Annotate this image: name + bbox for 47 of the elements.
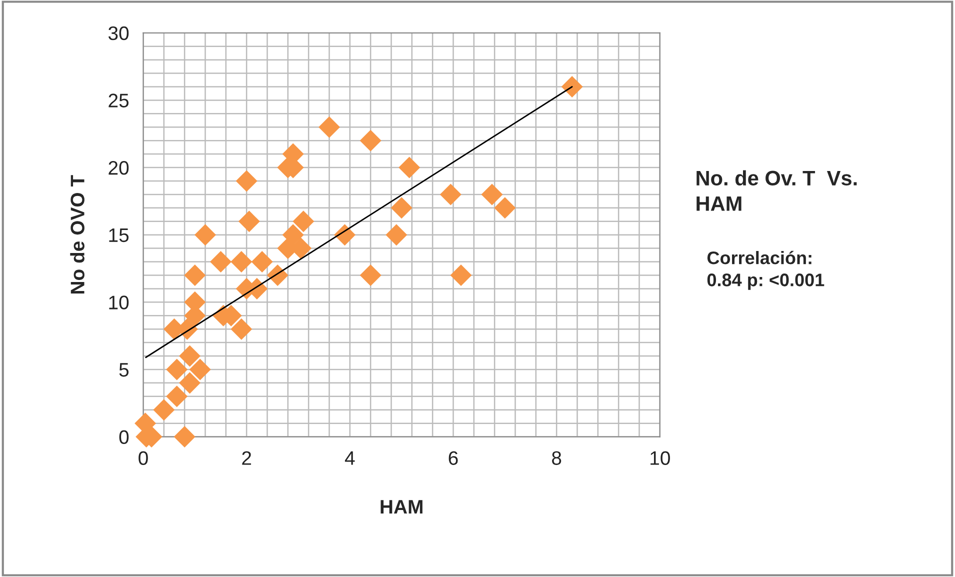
point (189, 358, 211, 380)
point (184, 264, 206, 286)
point (230, 251, 252, 273)
text: Correlación: 0.84 p: <0.001 (707, 250, 824, 290)
point (178, 372, 201, 394)
x-tick-label: 4 (344, 451, 355, 465)
x-tick-label: 8 (552, 451, 562, 465)
y-axis-title: No de OVO T (70, 175, 84, 294)
y-tick-label: 30 (108, 26, 129, 40)
point (561, 76, 583, 98)
point (166, 358, 188, 380)
y-tick-label: 0 (119, 430, 129, 444)
y-tick-label: 25 (108, 94, 129, 108)
x-tick-label: 2 (242, 451, 252, 465)
x-tick-label: 6 (448, 451, 458, 465)
point (386, 224, 408, 246)
point (251, 251, 273, 273)
point (360, 130, 382, 152)
y-tick-label: 10 (109, 296, 129, 310)
point (292, 210, 314, 232)
point (194, 224, 216, 246)
point (166, 386, 188, 408)
point (238, 210, 260, 232)
point (282, 224, 304, 246)
point (334, 224, 356, 246)
x-axis-title: HAM (380, 500, 422, 514)
y-tick-label: 5 (119, 363, 129, 377)
point (236, 170, 258, 192)
point (178, 345, 201, 367)
point (494, 197, 516, 219)
y-tick-label: 20 (108, 160, 129, 175)
point (450, 264, 472, 286)
point (360, 264, 382, 286)
point (398, 156, 420, 178)
point (318, 116, 340, 138)
x-tick-label: 10 (650, 451, 670, 465)
point (230, 318, 252, 340)
point (266, 264, 288, 286)
point (440, 184, 462, 206)
text: No. de Ov. T Vs. HAM (696, 170, 857, 211)
point (481, 184, 503, 206)
x-tick-label: 0 (138, 451, 148, 465)
point (153, 399, 175, 421)
y-tick-label: 15 (109, 228, 129, 242)
point (210, 251, 232, 273)
point (390, 197, 412, 219)
point (174, 426, 196, 448)
